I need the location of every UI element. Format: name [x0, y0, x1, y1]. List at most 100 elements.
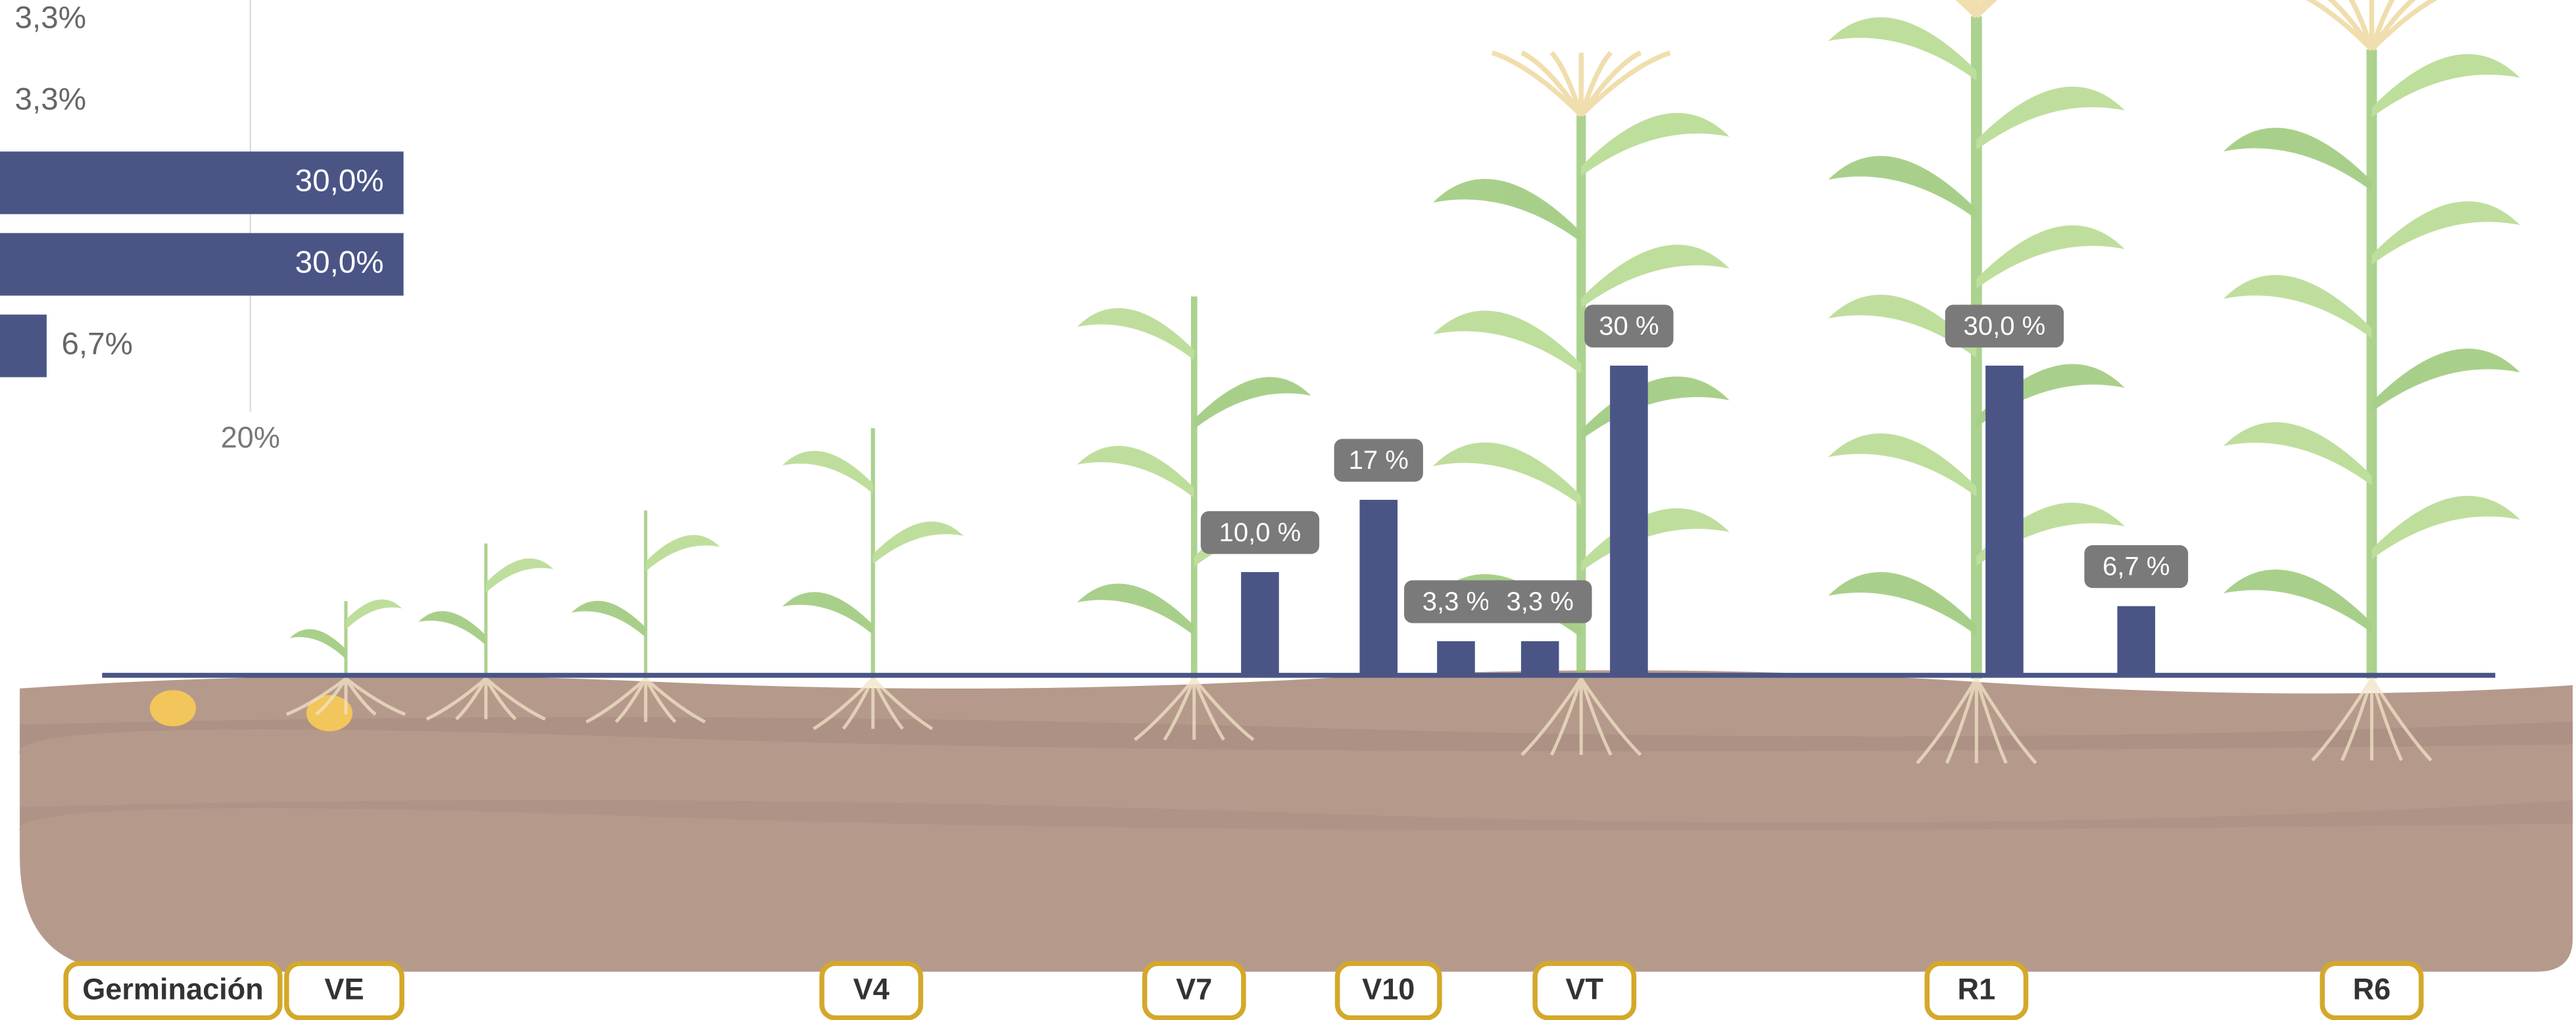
leaf [2224, 422, 2372, 486]
stage-label: V10 [1362, 973, 1415, 1006]
tassel [1579, 50, 1671, 117]
stage-box [284, 961, 404, 1020]
leaf [1828, 17, 1977, 81]
stage-box [819, 961, 923, 1020]
value-label: 3,3 % [1506, 587, 1573, 616]
root [345, 677, 406, 716]
leaf [873, 521, 964, 564]
root [644, 677, 677, 723]
value-label: 3,3% [15, 1, 86, 36]
leaf [1432, 178, 1582, 243]
value-label-box [2084, 545, 2189, 589]
root [1163, 677, 1196, 741]
value-label-box [1334, 439, 1423, 482]
leaf [1581, 245, 1730, 308]
root [2370, 677, 2433, 762]
tassel [2369, 0, 2438, 51]
stage-label: V4 [853, 973, 889, 1006]
root [1192, 677, 1225, 741]
stage-box [1142, 961, 1246, 1020]
stage-label: R6 [2353, 973, 2391, 1006]
value-label: 30,0% [295, 245, 384, 280]
plant [418, 543, 554, 721]
root [2370, 678, 2403, 762]
value-label: 30,0% [295, 164, 384, 199]
leaf [1828, 156, 1977, 220]
stage-labels: Germinación VE V4 V7 V10 VT R1 R6 [63, 961, 2424, 1020]
value-label-box [1200, 511, 1320, 554]
leaf [1976, 364, 2125, 427]
bar [0, 314, 47, 377]
stage-box [1334, 961, 1442, 1020]
leaf [2224, 128, 2372, 191]
value-label-box [1404, 580, 1508, 623]
bar [1241, 571, 1279, 675]
leaf [485, 558, 554, 593]
plant [285, 599, 406, 716]
leaf [1976, 502, 2125, 566]
plant [782, 428, 964, 731]
stage-box [1532, 961, 1637, 1020]
value-label-box [1488, 580, 1592, 623]
tassel [1974, 0, 1985, 18]
root [2341, 678, 2373, 762]
tassel [1520, 50, 1584, 117]
plant [571, 510, 720, 723]
tassel [2348, 0, 2374, 51]
bar [0, 151, 404, 214]
root [1945, 678, 1978, 764]
leaf [1828, 571, 1977, 636]
soil-layer [19, 800, 2573, 832]
bar [1359, 500, 1398, 675]
root [285, 677, 347, 716]
leaf [289, 629, 346, 660]
root [1974, 678, 2008, 764]
root [842, 677, 875, 730]
tassel [2306, 0, 2374, 51]
plant [1828, 0, 2125, 765]
seed [306, 694, 352, 731]
stage-box [1924, 961, 2029, 1020]
leaf [1828, 295, 1977, 358]
bar [1985, 365, 2024, 675]
plant [2224, 0, 2520, 762]
tassel [2327, 0, 2374, 51]
value-label-box [1945, 304, 2064, 348]
root [1975, 677, 2037, 765]
value-label: 30,0 % [1964, 312, 2046, 341]
leaf [1077, 308, 1194, 360]
root [485, 677, 547, 721]
root [585, 677, 647, 723]
value-label: 6,7 % [2102, 552, 2170, 581]
seed [149, 690, 197, 727]
leaf [1976, 86, 2125, 150]
root [2311, 677, 2373, 762]
plant [1432, 50, 1730, 756]
root [812, 677, 875, 731]
leaf [2371, 54, 2520, 118]
leaf [1828, 433, 1977, 497]
tassel [1968, 0, 1979, 18]
tassel [1578, 51, 1613, 116]
root [484, 677, 517, 721]
root [425, 677, 487, 721]
value-label: 3,3% [15, 82, 86, 117]
leaf [1581, 376, 1730, 440]
root [455, 677, 487, 721]
tassel [2369, 0, 2395, 51]
value-label-box [1584, 304, 1674, 348]
root [614, 677, 647, 723]
soil [19, 670, 2573, 972]
leaf [571, 600, 646, 638]
leaf [2371, 201, 2520, 265]
leaf [2371, 349, 2520, 412]
leaf [782, 592, 873, 635]
root [315, 677, 348, 716]
leaf [1194, 377, 1311, 429]
leaf [2224, 569, 2372, 633]
value-label: 30 % [1599, 312, 1659, 341]
bar [0, 233, 404, 296]
stage-box [2320, 961, 2424, 1020]
leaf [418, 611, 486, 646]
